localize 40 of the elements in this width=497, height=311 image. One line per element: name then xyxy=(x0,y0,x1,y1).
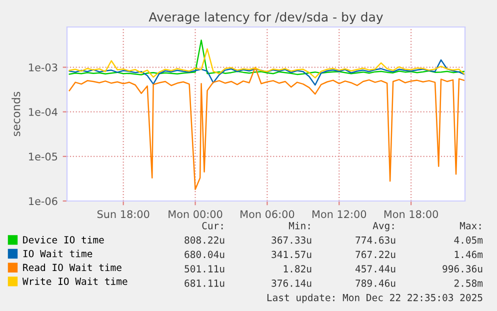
line-series xyxy=(68,48,465,78)
text: Last update: Mon Dec 22 22:35:03 2025 xyxy=(267,294,482,304)
text: 4.05m xyxy=(454,236,483,244)
y-tick-label: 1e-03 xyxy=(29,63,58,72)
text: 2.58m xyxy=(454,280,483,287)
x-tick-label: Mon 00:00 xyxy=(168,210,222,218)
text: 1.82u xyxy=(284,265,312,272)
legend-label: Read IO Wait time xyxy=(23,264,122,272)
text: 767.22u xyxy=(356,250,396,258)
y-tick-label: 1e-05 xyxy=(29,152,58,161)
text: 341.57u xyxy=(272,250,312,258)
legend-label: Write IO Wait time xyxy=(22,277,128,285)
x-tick-label: Mon 06:00 xyxy=(240,210,294,218)
text: 808.22u xyxy=(184,236,224,244)
text: 376.14u xyxy=(272,280,312,287)
text: 457.44u xyxy=(356,265,396,272)
y-tick-label: 1e-06 xyxy=(29,197,58,206)
text: 1.46m xyxy=(454,250,483,258)
y-axis-title: seconds xyxy=(12,92,20,136)
text: 680.04u xyxy=(184,250,224,258)
legend-label: Device IO time xyxy=(23,236,104,244)
text: 681.11u xyxy=(184,280,224,287)
line-series xyxy=(68,66,465,190)
chart-title: Average latency for /dev/sda - by day xyxy=(148,12,383,24)
text: 996.36u xyxy=(442,265,482,272)
y-tick-label: 1e-04 xyxy=(29,108,58,116)
text: 789.46u xyxy=(356,280,396,287)
text: 367.33u xyxy=(272,236,312,244)
x-tick-label: Mon 18:00 xyxy=(384,210,438,218)
x-tick-label: Sun 18:00 xyxy=(97,210,150,218)
x-tick-label: Mon 12:00 xyxy=(312,210,366,218)
line-series xyxy=(68,59,465,86)
text: 774.63u xyxy=(356,236,396,244)
text: 501.11u xyxy=(184,265,224,272)
legend-label: IO Wait time xyxy=(23,250,92,258)
text: Min: xyxy=(288,222,310,230)
text: Max: xyxy=(460,222,481,230)
line-series xyxy=(68,40,465,76)
text: Avg: xyxy=(372,222,394,232)
text: Cur: xyxy=(202,222,223,230)
